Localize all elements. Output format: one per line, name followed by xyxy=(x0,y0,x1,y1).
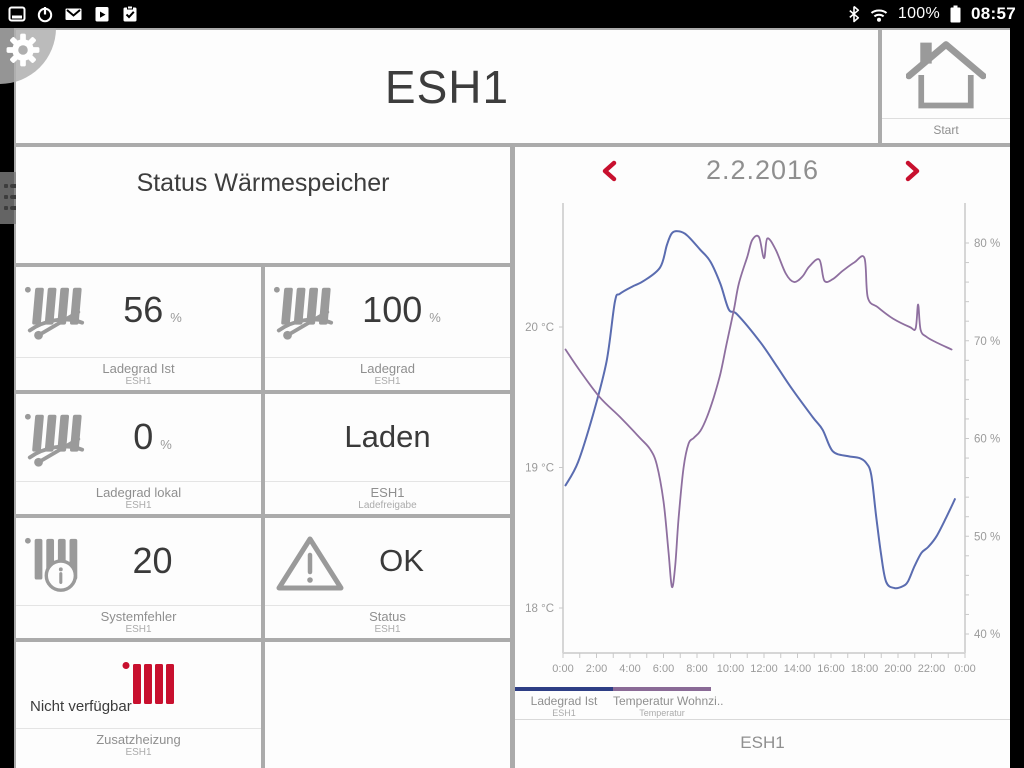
svg-text:6:00: 6:00 xyxy=(653,663,674,675)
tile-value: 20 xyxy=(132,540,173,581)
line-chart[interactable]: 0:00 2:00 4:00 6:00 8:00 10:00 12:00 14:00 16:00… xyxy=(515,187,1010,687)
svg-text:20 °C: 20 °C xyxy=(525,322,554,334)
tile-label: ESH1 xyxy=(370,485,405,500)
tile-unit: % xyxy=(170,309,182,325)
power-clock-icon xyxy=(37,7,53,23)
chart-card: 2.2.2016 0:00 2:00 4:00 6:00 8:00 10:00 12:00 1… xyxy=(515,147,1010,768)
tile-systemfehler[interactable]: 20 Systemfehler ESH1 xyxy=(16,518,261,638)
svg-text:18 °C: 18 °C xyxy=(525,603,554,615)
tile-sublabel: ESH1 xyxy=(374,624,401,635)
panel-title: Status Wärmespeicher xyxy=(136,169,390,197)
page-title-card: ESH1 xyxy=(16,30,878,143)
tile-label: Ladegrad xyxy=(360,361,415,376)
start-divider xyxy=(882,118,1010,119)
wifi-icon xyxy=(870,8,888,22)
tile-value: 0 xyxy=(133,416,154,457)
svg-text:40 %: 40 % xyxy=(974,629,1000,641)
screenshot-icon xyxy=(8,6,26,22)
left-edge-bar xyxy=(0,28,14,768)
tile-value: OK xyxy=(379,543,424,578)
svg-text:60 %: 60 % xyxy=(974,434,1000,446)
chart-footer-divider xyxy=(515,719,1010,720)
svg-text:70 %: 70 % xyxy=(974,336,1000,348)
start-button[interactable]: Start xyxy=(882,30,1010,143)
tile-label: Systemfehler xyxy=(100,609,177,624)
svg-text:50 %: 50 % xyxy=(974,531,1000,543)
legend-swatch-temperatur xyxy=(613,687,711,691)
radiator-gauge-icon xyxy=(24,286,85,340)
chart-line-ladegrad-ist xyxy=(564,230,956,590)
tile-unit: % xyxy=(160,436,172,452)
chart-date: 2.2.2016 xyxy=(705,155,820,185)
bluetooth-icon xyxy=(849,5,859,23)
start-label: Start xyxy=(933,123,959,137)
page-title: ESH1 xyxy=(384,60,510,113)
svg-text:14:00: 14:00 xyxy=(784,663,812,675)
tile-sublabel: ESH1 xyxy=(374,376,401,387)
tile-value: Laden xyxy=(344,419,431,454)
tile-value: 100 xyxy=(362,289,423,330)
tile-sublabel: ESH1 xyxy=(125,500,152,511)
tile-status[interactable]: OK Status ESH1 xyxy=(265,518,510,638)
status-bar: 100% 08:57 xyxy=(0,0,1024,28)
legend-swatch-ladegrad xyxy=(515,687,613,691)
tile-ladefreigabe[interactable]: Laden ESH1 Ladefreigabe xyxy=(265,394,510,514)
next-day-button[interactable] xyxy=(899,159,923,183)
gear-icon xyxy=(6,33,40,67)
radiator-gauge-icon xyxy=(273,286,334,340)
radiator-red-icon xyxy=(122,662,174,704)
tile-sublabel: Ladefreigabe xyxy=(358,500,417,511)
tile-label: Status xyxy=(369,609,406,624)
tile-value: 56 xyxy=(123,289,164,330)
battery-icon xyxy=(950,5,961,23)
tile-value: Nicht verfügbar xyxy=(30,698,132,715)
tile-empty xyxy=(265,642,510,768)
gmail-icon xyxy=(65,8,82,20)
battery-percent: 100% xyxy=(897,5,941,22)
svg-text:10:00: 10:00 xyxy=(717,663,745,675)
tile-zusatzheizung[interactable]: Nicht verfügbar Zusatzheizung ESH1 xyxy=(16,642,261,768)
home-icon xyxy=(906,41,986,109)
checklist-icon xyxy=(123,5,137,22)
svg-text:18:00: 18:00 xyxy=(851,663,879,675)
svg-text:19 °C: 19 °C xyxy=(525,463,554,475)
svg-text:8:00: 8:00 xyxy=(686,663,707,675)
svg-text:22:00: 22:00 xyxy=(918,663,946,675)
svg-text:4:00: 4:00 xyxy=(619,663,640,675)
warning-triangle-icon xyxy=(276,536,344,591)
radiator-info-icon xyxy=(24,537,78,592)
legend-item-ladegrad[interactable]: Ladegrad Ist ESH1 xyxy=(515,687,613,718)
tile-label: Ladegrad Ist xyxy=(102,361,175,376)
svg-text:16:00: 16:00 xyxy=(817,663,845,675)
tile-sublabel: ESH1 xyxy=(125,624,152,635)
tile-unit: % xyxy=(429,309,441,325)
tile-label: Zusatzheizung xyxy=(96,732,181,747)
chart-line-temperatur-wohnzimmer xyxy=(564,234,953,589)
radiator-gauge-icon xyxy=(24,413,85,467)
svg-text:0:00: 0:00 xyxy=(954,663,975,675)
svg-text:20:00: 20:00 xyxy=(884,663,912,675)
chart-footer-label: ESH1 xyxy=(740,733,785,752)
svg-text:2:00: 2:00 xyxy=(586,663,607,675)
chart-legend: Ladegrad Ist ESH1 Temperatur Wohnzi.. Te… xyxy=(515,687,724,718)
svg-text:0:00: 0:00 xyxy=(552,663,573,675)
tile-label: Ladegrad lokal xyxy=(95,485,182,500)
status-bar-system: 100% 08:57 xyxy=(848,4,1016,24)
tile-sublabel: ESH1 xyxy=(125,376,152,387)
clock-time: 08:57 xyxy=(971,4,1016,23)
svg-text:12:00: 12:00 xyxy=(750,663,778,675)
panel-title-tile: Status Wärmespeicher xyxy=(16,147,510,263)
previous-day-button[interactable] xyxy=(599,159,623,183)
right-edge-bar xyxy=(1010,28,1024,768)
tile-ladegrad-ist[interactable]: 56% Ladegrad Ist ESH1 xyxy=(16,267,261,390)
tile-ladegrad-lokal[interactable]: 0% Ladegrad lokal ESH1 xyxy=(16,394,261,514)
play-clipboard-icon xyxy=(95,7,109,22)
tile-ladegrad[interactable]: 100% Ladegrad ESH1 xyxy=(265,267,510,390)
svg-text:80 %: 80 % xyxy=(974,238,1000,250)
legend-item-temperatur[interactable]: Temperatur Wohnzi.. Temperatur xyxy=(613,687,724,718)
tile-sublabel: ESH1 xyxy=(125,747,152,758)
status-bar-notifications xyxy=(8,5,139,23)
